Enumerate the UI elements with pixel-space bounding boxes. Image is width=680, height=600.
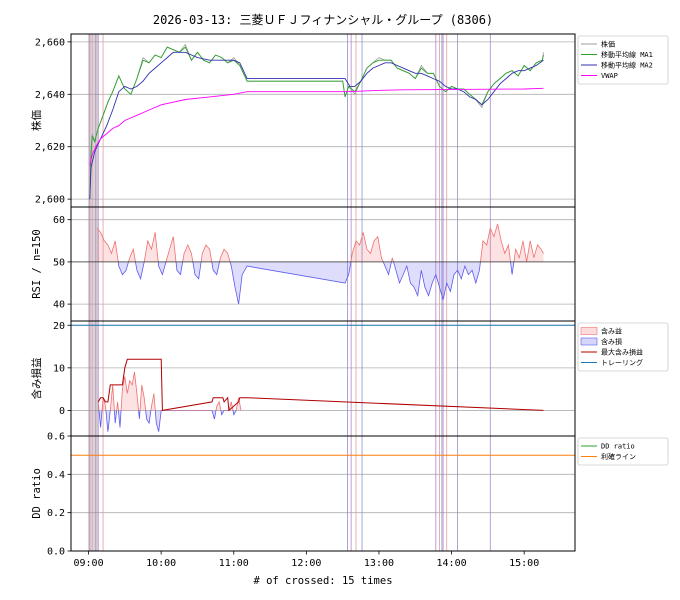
legend-label: 移動平均線 MA1 [601, 50, 653, 59]
rsi-below-fill [97, 261, 544, 305]
y-tick-label: 2,600 [35, 195, 65, 206]
chart-title: 2026-03-13: 三菱ＵＦＪフィナンシャル・グループ (8306) [153, 13, 493, 27]
rsi-above-fill [97, 223, 544, 262]
y-tick-label: 10 [53, 363, 65, 374]
y-tick-label: 0.0 [47, 547, 65, 558]
y-tick-label: 0.4 [47, 470, 65, 481]
y-tick-label: 2,620 [35, 142, 65, 153]
y-axis-label: RSI / n=150 [31, 229, 43, 299]
pnl-profit-fill [98, 372, 242, 411]
y-axis-label: 含み損益 [30, 357, 43, 399]
x-tick-label: 14:00 [437, 558, 467, 569]
legend-label: 含み損 [601, 337, 622, 346]
legend-swatch [580, 337, 598, 346]
legend-label: 利確ライン [601, 452, 636, 461]
shaded-band [87, 321, 99, 436]
panel-plot-area [71, 34, 575, 207]
legend-box [577, 35, 669, 85]
legend-box [577, 322, 669, 372]
x-tick-label: 15:00 [509, 558, 539, 569]
y-axis-label: 株価 [30, 110, 43, 131]
legend-label: 最大含み損益 [601, 348, 643, 357]
shaded-band [87, 34, 99, 207]
series-line [89, 87, 544, 166]
x-axis-label: # of crossed: 15 times [253, 575, 392, 587]
x-tick-label: 10:00 [146, 558, 176, 569]
y-tick-label: 60 [53, 215, 65, 226]
pnl-loss-line [98, 410, 241, 432]
legend-label: 移動平均線 MA2 [601, 61, 653, 70]
y-tick-label: 40 [53, 300, 65, 311]
legend-label: 含み益 [601, 327, 622, 336]
series-line [89, 51, 544, 200]
series-line [89, 43, 544, 200]
y-tick-label: 0.6 [47, 432, 65, 443]
pnl-loss [98, 410, 241, 432]
legend-label: VWAP [601, 72, 618, 80]
y-tick-label: 20 [53, 321, 65, 332]
rsi-above [96, 223, 544, 262]
legend-label: DD ratio [601, 443, 635, 451]
legend-label: 株価 [601, 40, 615, 49]
panel-plot-area [71, 321, 575, 436]
legend-swatch [580, 327, 598, 335]
shaded-band [87, 207, 99, 321]
legend-label: トレーリング [601, 358, 643, 367]
y-tick-label: 0.2 [47, 508, 65, 519]
legend-box [577, 437, 669, 466]
y-tick-label: 2,660 [35, 37, 65, 48]
pnl-profit-line [97, 372, 242, 411]
y-axis-label: DD ratio [31, 468, 43, 519]
x-tick-label: 12:00 [291, 558, 321, 569]
panel-frame [70, 435, 576, 552]
x-tick-label: 11:00 [219, 558, 249, 569]
shaded-band [87, 436, 99, 551]
rsi-above-line [96, 223, 544, 262]
panel-frame [70, 33, 576, 208]
max-pnl-line [97, 358, 544, 412]
x-tick-label: 13:00 [364, 558, 394, 569]
panel-plot-area [71, 207, 575, 321]
series-line [89, 46, 544, 200]
y-tick-label: 50 [53, 257, 65, 268]
x-tick-label: 09:00 [73, 558, 103, 569]
rsi-below [97, 261, 544, 305]
x-axis-ticks: 09:00 10:00 11:00 12:00 13:00 14:00 15:00 [73, 551, 539, 569]
pnl-profit [97, 372, 242, 411]
y-tick-label: 2,640 [35, 90, 65, 101]
panel-rsi: 40 50 60 RSI / n=150 [31, 206, 576, 322]
panel-plot-area [71, 436, 575, 551]
y-tick-label: 0 [59, 406, 65, 417]
